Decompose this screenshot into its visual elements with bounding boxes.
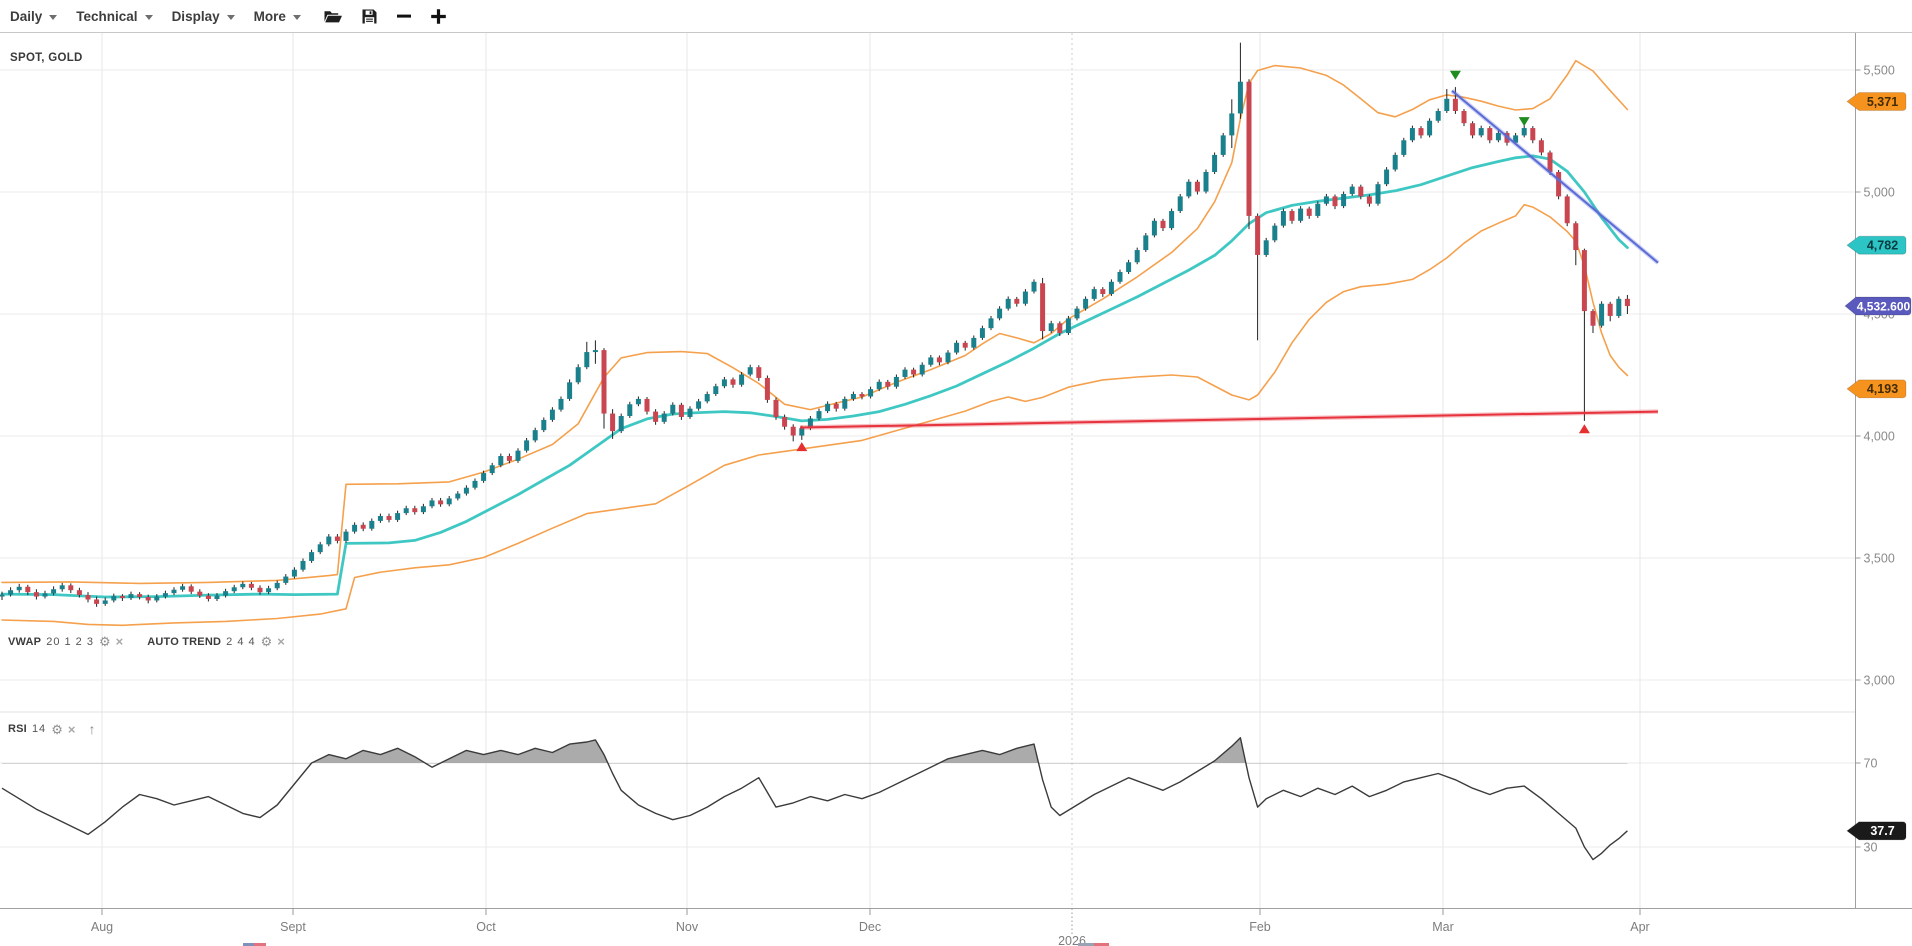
svg-text:5,371: 5,371: [1867, 95, 1898, 109]
menu-timeframe[interactable]: Daily: [4, 9, 70, 24]
indicator-row-rsi: RSI 14 ⚙ × ↑: [8, 722, 95, 736]
menu-more[interactable]: More: [248, 9, 314, 24]
rsi-label: RSI: [8, 723, 27, 735]
svg-text:30: 30: [1864, 841, 1878, 855]
chevron-down-icon: [292, 14, 301, 20]
auto-trend-label: AUTO TREND: [147, 635, 222, 648]
svg-text:5,500: 5,500: [1864, 64, 1895, 78]
scroll-dash[interactable]: [1094, 943, 1109, 946]
svg-text:3,000: 3,000: [1864, 674, 1895, 688]
scroll-dash[interactable]: [1078, 943, 1094, 946]
svg-text:4,000: 4,000: [1864, 430, 1895, 444]
svg-text:5,000: 5,000: [1864, 186, 1895, 200]
menu-technical[interactable]: Technical: [70, 9, 165, 24]
gear-icon[interactable]: ⚙: [260, 634, 273, 649]
chart-area: 5,5005,0004,5004,0003,5003,0007030AugSep…: [0, 33, 1912, 946]
vwap-label: VWAP: [8, 635, 42, 648]
svg-text:Mar: Mar: [1432, 920, 1454, 934]
svg-text:Sept: Sept: [280, 920, 306, 934]
symbol-label: SPOT, GOLD: [10, 52, 83, 64]
close-icon[interactable]: ×: [115, 634, 124, 649]
svg-text:Oct: Oct: [476, 920, 496, 934]
save-icon: [361, 8, 378, 25]
svg-text:Feb: Feb: [1249, 920, 1271, 934]
chart-canvas[interactable]: 5,5005,0004,5004,0003,5003,0007030AugSep…: [0, 33, 1912, 946]
svg-text:Aug: Aug: [91, 920, 113, 934]
zoom-in-button[interactable]: [421, 1, 456, 31]
auto-trend-params: 2 4 4: [226, 635, 256, 648]
svg-text:3,500: 3,500: [1864, 552, 1895, 566]
move-panel-up-icon[interactable]: ↑: [88, 721, 96, 737]
svg-text:4,532.600: 4,532.600: [1857, 299, 1911, 313]
chevron-down-icon: [49, 14, 58, 20]
vwap-params: 20 1 2 3: [46, 635, 94, 648]
menu-display-label: Display: [171, 8, 220, 24]
svg-text:4,782: 4,782: [1867, 238, 1898, 252]
menu-timeframe-label: Daily: [10, 8, 43, 24]
scroll-dash[interactable]: [254, 943, 266, 946]
close-icon[interactable]: ×: [277, 634, 285, 649]
close-icon[interactable]: ×: [67, 721, 76, 737]
plus-icon: [430, 8, 447, 25]
svg-text:4,193: 4,193: [1867, 382, 1898, 396]
gear-icon[interactable]: ⚙: [98, 634, 111, 649]
menu-more-label: More: [253, 8, 286, 24]
open-folder-icon: [323, 8, 343, 25]
svg-text:Dec: Dec: [859, 920, 881, 934]
svg-text:Nov: Nov: [676, 920, 699, 934]
indicator-row-main: VWAP 20 1 2 3 ⚙ × AUTO TREND 2 4 4 ⚙ ×: [8, 635, 285, 648]
open-chart-button[interactable]: [314, 1, 352, 31]
minus-icon: [396, 8, 412, 24]
svg-text:37.7: 37.7: [1870, 824, 1894, 838]
svg-text:Apr: Apr: [1630, 920, 1649, 934]
menu-technical-label: Technical: [76, 8, 138, 24]
zoom-out-button[interactable]: [387, 1, 421, 31]
scroll-dash[interactable]: [243, 943, 254, 946]
svg-text:70: 70: [1864, 757, 1878, 771]
gear-icon[interactable]: ⚙: [51, 721, 63, 737]
rsi-params: 14: [31, 723, 47, 735]
chevron-down-icon: [144, 14, 153, 20]
menu-display[interactable]: Display: [166, 9, 248, 24]
toolbar: Daily Technical Display More: [0, 0, 1912, 33]
save-chart-button[interactable]: [352, 1, 387, 31]
chevron-down-icon: [226, 14, 235, 20]
